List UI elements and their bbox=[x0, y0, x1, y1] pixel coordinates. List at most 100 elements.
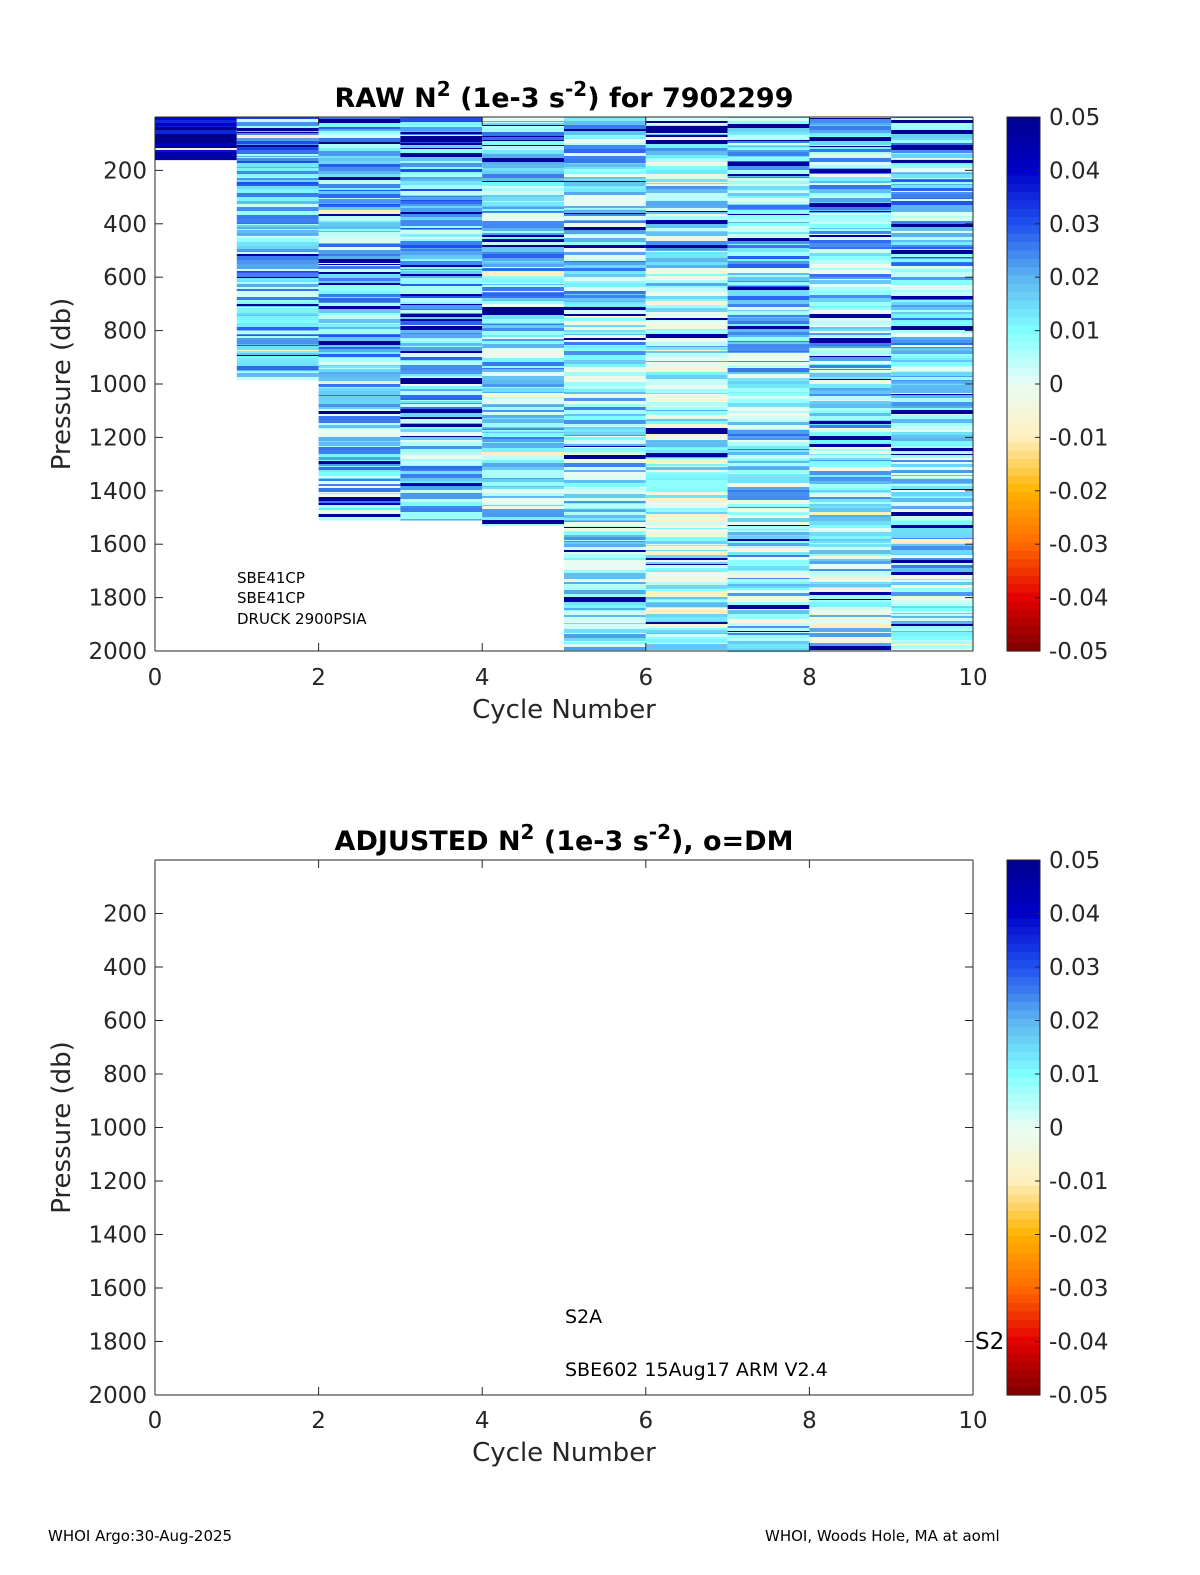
heatmap-stripe bbox=[318, 341, 401, 346]
colorbar-step bbox=[1007, 1135, 1040, 1145]
x-tick-label: 6 bbox=[638, 665, 653, 691]
heatmap-stripe bbox=[564, 494, 646, 499]
heatmap-stripe bbox=[645, 630, 728, 634]
heatmap-stripe bbox=[400, 347, 483, 352]
heatmap-stripe bbox=[645, 560, 728, 563]
heatmap-stripe bbox=[727, 555, 810, 558]
heatmap-stripe bbox=[318, 205, 401, 208]
heatmap-stripe bbox=[482, 123, 564, 126]
heatmap-stripe bbox=[645, 602, 728, 604]
heatmap-stripe bbox=[727, 541, 810, 544]
heatmap-stripe bbox=[564, 181, 646, 183]
heatmap-stripe bbox=[400, 353, 483, 358]
heatmap-stripe bbox=[318, 505, 401, 509]
heatmap-stripe bbox=[645, 162, 728, 167]
heatmap-stripe bbox=[891, 585, 973, 589]
heatmap-stripe bbox=[400, 519, 483, 521]
heatmap-stripe bbox=[727, 619, 810, 624]
heatmap-stripe bbox=[482, 178, 564, 182]
heatmap-stripe bbox=[645, 525, 728, 528]
heatmap-stripe bbox=[891, 290, 973, 293]
chart-annotation: SBE41CP bbox=[237, 589, 305, 607]
heatmap-stripe bbox=[564, 416, 646, 421]
heatmap-stripe bbox=[482, 287, 564, 292]
heatmap-stripe bbox=[645, 470, 728, 473]
heatmap-stripe bbox=[318, 435, 401, 438]
heatmap-stripe bbox=[236, 366, 319, 371]
heatmap-stripe bbox=[400, 189, 483, 192]
heatmap-stripe bbox=[645, 562, 728, 565]
heatmap-stripe bbox=[318, 428, 401, 430]
heatmap-stripe bbox=[891, 318, 973, 321]
heatmap-stripe bbox=[645, 541, 728, 545]
heatmap-stripe bbox=[727, 275, 810, 278]
heatmap-stripe bbox=[645, 514, 728, 518]
heatmap-stripe bbox=[318, 289, 401, 292]
heatmap-stripe bbox=[564, 432, 646, 434]
heatmap-stripe bbox=[564, 242, 646, 246]
heatmap-stripe bbox=[727, 341, 810, 343]
chart-panel-2: 0 2 4 6 8 10200400600800100012001400160018002… bbox=[47, 820, 1109, 1468]
heatmap-stripe bbox=[727, 599, 810, 603]
heatmap-stripe bbox=[564, 641, 646, 643]
heatmap-stripe bbox=[809, 394, 892, 397]
heatmap-stripe bbox=[645, 466, 728, 468]
heatmap-stripe bbox=[482, 467, 564, 471]
heatmap-stripe bbox=[400, 245, 483, 249]
heatmap-stripe bbox=[236, 150, 319, 155]
heatmap-stripe bbox=[564, 476, 646, 481]
heatmap-stripe bbox=[727, 345, 810, 349]
x-tick-label: 4 bbox=[475, 1408, 490, 1434]
heatmap-stripe bbox=[809, 449, 892, 452]
heatmap-stripe bbox=[891, 614, 973, 617]
heatmap-stripe bbox=[564, 340, 646, 343]
heatmap-stripe bbox=[891, 473, 973, 476]
heatmap-stripe bbox=[645, 480, 728, 484]
heatmap-stripe bbox=[809, 390, 892, 392]
heatmap-stripe bbox=[482, 429, 564, 431]
heatmap-stripe bbox=[400, 197, 483, 201]
heatmap-stripe bbox=[564, 125, 646, 130]
colorbar-step bbox=[1007, 1294, 1040, 1304]
colorbar-step bbox=[1007, 333, 1040, 343]
heatmap-stripe bbox=[809, 207, 892, 211]
heatmap-stripe bbox=[482, 271, 564, 273]
heatmap-stripe bbox=[564, 367, 646, 370]
heatmap-stripe bbox=[482, 292, 564, 294]
heatmap-stripe bbox=[564, 210, 646, 212]
heatmap-stripe bbox=[318, 138, 401, 143]
heatmap-stripe bbox=[236, 302, 319, 305]
heatmap-stripe bbox=[236, 135, 319, 139]
colorbar-step bbox=[1007, 901, 1040, 911]
heatmap-stripe bbox=[400, 149, 483, 154]
heatmap-stripe bbox=[400, 241, 483, 246]
colorbar-step bbox=[1007, 550, 1040, 560]
heatmap-stripe bbox=[727, 586, 810, 589]
heatmap-stripe bbox=[727, 219, 810, 223]
heatmap-stripe bbox=[564, 410, 646, 415]
colorbar-step bbox=[1007, 1369, 1040, 1379]
heatmap-stripe bbox=[891, 384, 973, 386]
heatmap-stripe bbox=[318, 154, 401, 157]
heatmap-stripe bbox=[564, 537, 646, 541]
heatmap-stripe bbox=[727, 644, 810, 649]
colorbar-step bbox=[1007, 559, 1040, 569]
heatmap-stripe bbox=[482, 121, 564, 123]
heatmap-stripe bbox=[400, 465, 483, 467]
heatmap-stripe bbox=[482, 487, 564, 490]
heatmap-stripe bbox=[400, 398, 483, 401]
heatmap-stripe bbox=[400, 486, 483, 491]
heatmap-stripe bbox=[727, 353, 810, 358]
heatmap-stripe bbox=[236, 300, 319, 303]
heatmap-stripe bbox=[809, 118, 892, 120]
heatmap-stripe bbox=[727, 458, 810, 460]
heatmap-stripe bbox=[564, 626, 646, 630]
heatmap-stripe bbox=[564, 638, 646, 642]
heatmap-stripe bbox=[809, 512, 892, 516]
heatmap-stripe bbox=[809, 400, 892, 402]
heatmap-stripe bbox=[236, 236, 319, 239]
heatmap-stripe bbox=[236, 356, 319, 358]
heatmap-stripe bbox=[564, 590, 646, 595]
heatmap-stripe bbox=[236, 338, 319, 341]
